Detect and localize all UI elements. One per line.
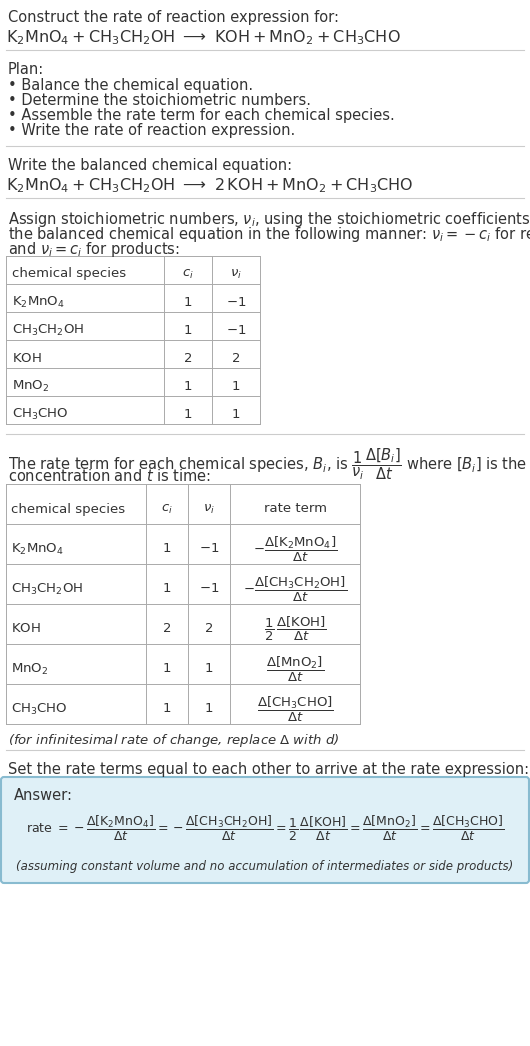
Text: $-1$: $-1$ (226, 323, 246, 337)
Text: 1: 1 (205, 703, 213, 715)
Text: 1: 1 (184, 380, 192, 392)
Text: $-1$: $-1$ (199, 543, 219, 555)
Text: The rate term for each chemical species, $B_i$, is $\dfrac{1}{\nu_i}\dfrac{\Delt: The rate term for each chemical species,… (8, 446, 530, 481)
Text: 1: 1 (184, 408, 192, 420)
Text: chemical species: chemical species (11, 502, 125, 516)
Text: 1: 1 (184, 296, 192, 309)
Text: 2: 2 (205, 622, 213, 636)
Text: 1: 1 (163, 543, 171, 555)
Text: Set the rate terms equal to each other to arrive at the rate expression:: Set the rate terms equal to each other t… (8, 761, 529, 777)
Text: $-1$: $-1$ (199, 583, 219, 595)
Text: $\mathrm{CH_3CH_2OH}$: $\mathrm{CH_3CH_2OH}$ (12, 322, 84, 338)
Text: Assign stoichiometric numbers, $\nu_i$, using the stoichiometric coefficients, $: Assign stoichiometric numbers, $\nu_i$, … (8, 210, 530, 229)
Text: • Write the rate of reaction expression.: • Write the rate of reaction expression. (8, 123, 295, 138)
Text: 1: 1 (163, 703, 171, 715)
Text: • Balance the chemical equation.: • Balance the chemical equation. (8, 78, 253, 93)
Text: $\nu_i$: $\nu_i$ (230, 268, 242, 280)
Text: 2: 2 (232, 351, 240, 364)
Text: rate $= -\dfrac{\Delta[\mathrm{K_2MnO_4}]}{\Delta t} = -\dfrac{\Delta[\mathrm{CH: rate $= -\dfrac{\Delta[\mathrm{K_2MnO_4}… (25, 814, 505, 842)
Text: $\dfrac{\Delta[\mathrm{MnO_2}]}{\Delta t}$: $\dfrac{\Delta[\mathrm{MnO_2}]}{\Delta t… (266, 655, 324, 684)
Text: $\mathrm{MnO_2}$: $\mathrm{MnO_2}$ (12, 379, 49, 393)
Text: the balanced chemical equation in the following manner: $\nu_i = -c_i$ for react: the balanced chemical equation in the fo… (8, 225, 530, 244)
Text: concentration and $t$ is time:: concentration and $t$ is time: (8, 468, 211, 484)
Text: 1: 1 (184, 323, 192, 337)
Text: $\dfrac{1}{2}\,\dfrac{\Delta[\mathrm{KOH}]}{\Delta t}$: $\dfrac{1}{2}\,\dfrac{\Delta[\mathrm{KOH… (263, 615, 326, 643)
Text: and $\nu_i = c_i$ for products:: and $\nu_i = c_i$ for products: (8, 240, 180, 259)
Text: 1: 1 (232, 408, 240, 420)
Text: $\mathrm{CH_3CHO}$: $\mathrm{CH_3CHO}$ (12, 407, 68, 422)
Text: (assuming constant volume and no accumulation of intermediates or side products): (assuming constant volume and no accumul… (16, 860, 514, 873)
Text: Construct the rate of reaction expression for:: Construct the rate of reaction expressio… (8, 10, 339, 25)
Text: $\mathrm{KOH}$: $\mathrm{KOH}$ (11, 622, 41, 636)
Text: 1: 1 (205, 662, 213, 676)
Text: rate term: rate term (263, 502, 326, 516)
Text: $c_i$: $c_i$ (182, 268, 194, 280)
Text: $\mathrm{KOH}$: $\mathrm{KOH}$ (12, 351, 42, 364)
Text: 1: 1 (163, 662, 171, 676)
Text: • Assemble the rate term for each chemical species.: • Assemble the rate term for each chemic… (8, 108, 395, 123)
Text: Plan:: Plan: (8, 62, 44, 77)
Text: • Determine the stoichiometric numbers.: • Determine the stoichiometric numbers. (8, 93, 311, 108)
Text: $\mathrm{K_2MnO_4 + CH_3CH_2OH\ \longrightarrow\ KOH + MnO_2 + CH_3CHO}$: $\mathrm{K_2MnO_4 + CH_3CH_2OH\ \longrig… (6, 28, 401, 47)
FancyBboxPatch shape (1, 777, 529, 883)
Text: $\mathrm{CH_3CHO}$: $\mathrm{CH_3CHO}$ (11, 702, 67, 717)
Text: $\mathrm{K_2MnO_4}$: $\mathrm{K_2MnO_4}$ (12, 295, 65, 310)
Text: $\mathrm{K_2MnO_4 + CH_3CH_2OH\ \longrightarrow\ 2\,KOH + MnO_2 + CH_3CHO}$: $\mathrm{K_2MnO_4 + CH_3CH_2OH\ \longrig… (6, 176, 413, 195)
Text: 2: 2 (163, 622, 171, 636)
Text: Answer:: Answer: (14, 788, 73, 803)
Text: chemical species: chemical species (12, 268, 126, 280)
Text: (for infinitesimal rate of change, replace $\Delta$ with $d$): (for infinitesimal rate of change, repla… (8, 732, 340, 749)
Text: 2: 2 (184, 351, 192, 364)
Text: $\mathrm{MnO_2}$: $\mathrm{MnO_2}$ (11, 661, 48, 677)
Text: $-\dfrac{\Delta[\mathrm{CH_3CH_2OH}]}{\Delta t}$: $-\dfrac{\Delta[\mathrm{CH_3CH_2OH}]}{\D… (243, 574, 347, 604)
Text: $-1$: $-1$ (226, 296, 246, 309)
Text: $-\dfrac{\Delta[\mathrm{K_2MnO_4}]}{\Delta t}$: $-\dfrac{\Delta[\mathrm{K_2MnO_4}]}{\Del… (253, 535, 337, 564)
Text: $\dfrac{\Delta[\mathrm{CH_3CHO}]}{\Delta t}$: $\dfrac{\Delta[\mathrm{CH_3CHO}]}{\Delta… (257, 695, 333, 724)
Text: $\nu_i$: $\nu_i$ (203, 502, 215, 516)
Text: 1: 1 (163, 583, 171, 595)
Text: $\mathrm{K_2MnO_4}$: $\mathrm{K_2MnO_4}$ (11, 542, 64, 556)
Text: Write the balanced chemical equation:: Write the balanced chemical equation: (8, 158, 292, 173)
Text: $\mathrm{CH_3CH_2OH}$: $\mathrm{CH_3CH_2OH}$ (11, 582, 83, 596)
Text: 1: 1 (232, 380, 240, 392)
Text: $c_i$: $c_i$ (161, 502, 173, 516)
